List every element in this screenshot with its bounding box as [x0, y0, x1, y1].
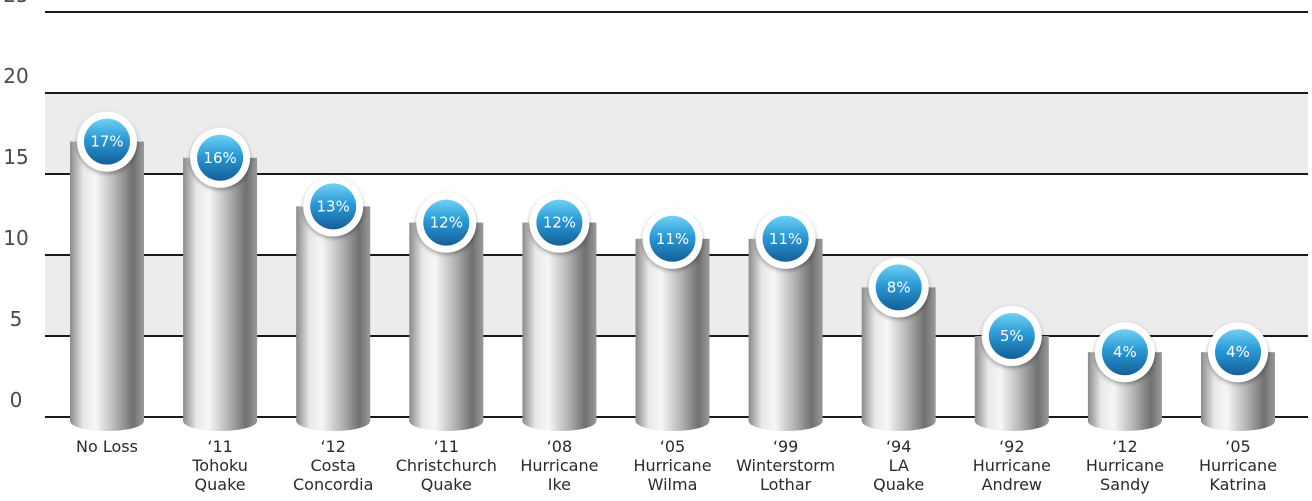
bar: 17% — [70, 111, 144, 431]
bar-base — [974, 411, 1049, 431]
bar: 16% — [183, 127, 258, 431]
bar: 8% — [861, 257, 936, 431]
bar-value-label: 4% — [1113, 343, 1137, 361]
bar-cylinder — [409, 222, 484, 421]
x-tick-label: ‘92 Hurricane Andrew — [973, 437, 1051, 494]
bar-badge — [988, 313, 1035, 359]
bar-base — [748, 411, 823, 431]
bar: 4% — [1087, 322, 1162, 431]
bar-badge — [1215, 329, 1261, 376]
bar-base — [522, 411, 597, 431]
bar-base — [70, 411, 144, 431]
y-tick-label: 10 — [3, 226, 28, 250]
bar-badge — [536, 199, 583, 246]
bar-base — [183, 411, 258, 431]
bar-base — [296, 411, 371, 431]
bar-badge — [423, 199, 470, 246]
bar-base — [409, 411, 484, 431]
bar-badge — [310, 183, 357, 230]
bar-cylinder — [296, 206, 371, 421]
y-tick-label: 20 — [3, 64, 28, 88]
x-tick-label: ‘05 Hurricane Katrina — [1199, 437, 1277, 494]
bar-badge — [762, 215, 809, 262]
x-tick-label: ‘05 Hurricane Wilma — [633, 437, 711, 494]
bar-value-label: 12% — [543, 214, 576, 232]
bar-badge — [197, 134, 244, 181]
x-tick-label: ‘11 Tohoku Quake — [191, 437, 248, 494]
bar-base — [635, 411, 710, 431]
bar-cylinder — [183, 157, 258, 422]
x-tick-label: ‘08 Hurricane Ike — [520, 437, 598, 494]
bar-badge — [875, 264, 922, 311]
y-tick-label: 0 — [10, 388, 23, 412]
bar: 11% — [635, 208, 710, 431]
bar-value-label: 5% — [1000, 327, 1024, 345]
bar-badge — [84, 118, 130, 165]
bar-value-label: 13% — [317, 197, 350, 215]
bar-badge — [1101, 329, 1148, 376]
x-tick-label: ‘12 Costa Concordia — [293, 437, 373, 494]
bar-base — [861, 411, 936, 431]
bar: 12% — [409, 192, 484, 431]
x-tick-label: ‘94 LA Quake — [873, 437, 924, 494]
bar: 12% — [522, 192, 597, 431]
y-tick-label: 15 — [3, 145, 28, 169]
bar-base — [1201, 411, 1275, 431]
bar: 5% — [974, 306, 1049, 431]
bar-cylinder — [635, 238, 710, 421]
bar-value-label: 16% — [203, 149, 236, 167]
x-tick-label: ‘12 Hurricane Sandy — [1086, 437, 1164, 494]
bar-base — [1087, 411, 1162, 431]
bar-value-label: 11% — [769, 230, 802, 248]
bar-cylinder — [748, 238, 823, 421]
bar-cylinder — [70, 141, 144, 421]
bar: 13% — [296, 176, 371, 431]
y-tick-label: 5 — [10, 307, 23, 331]
x-tick-label: ‘99 Winterstorm Lothar — [736, 437, 835, 494]
bar-value-label: 12% — [430, 214, 463, 232]
y-tick-label: 25 — [3, 0, 28, 7]
bar-cylinder — [522, 222, 597, 421]
x-tick-label: No Loss — [76, 437, 138, 456]
bar-value-label: 4% — [1226, 343, 1250, 361]
bar-badge — [649, 215, 696, 262]
bar: 4% — [1201, 322, 1275, 431]
bar-value-label: 11% — [656, 230, 689, 248]
bar-value-label: 8% — [887, 278, 911, 296]
x-tick-label: ‘11 Christchurch Quake — [396, 437, 497, 494]
bar: 11% — [748, 208, 823, 431]
bar-value-label: 17% — [90, 133, 123, 151]
